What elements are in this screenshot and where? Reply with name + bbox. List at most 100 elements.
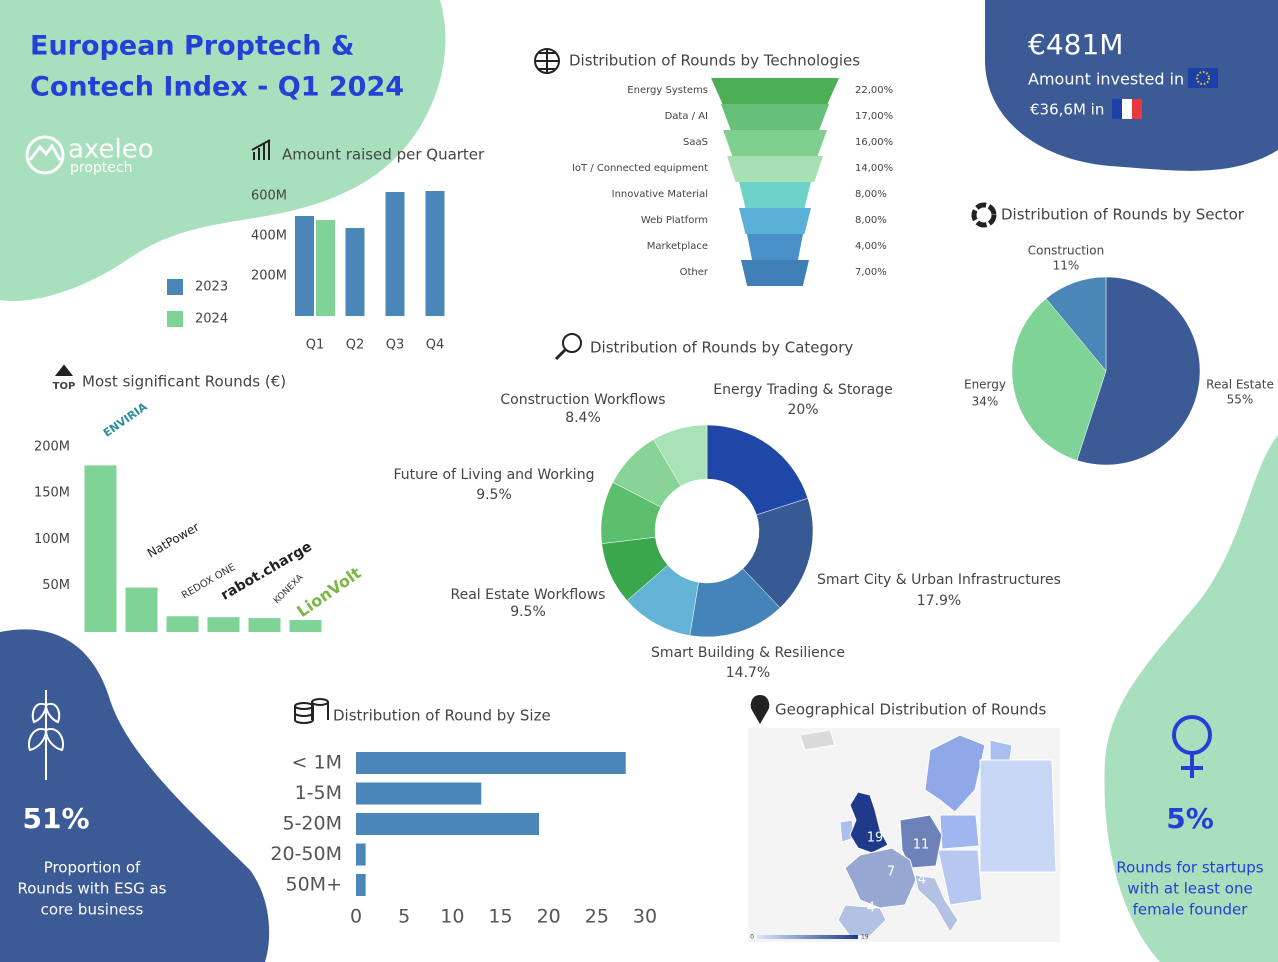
y-tick-label: < 1M: [292, 752, 342, 774]
bar: [84, 465, 117, 632]
bar: [356, 813, 540, 835]
kpi-value: €481M: [1028, 28, 1123, 61]
y-tick-label: 200M: [251, 269, 287, 284]
category-logo: NatPower: [145, 520, 202, 561]
value-label: 4,00%: [855, 241, 887, 252]
map-country: [844, 847, 917, 909]
eu-flag: [1188, 68, 1218, 88]
value-label: 9.5%: [510, 604, 546, 620]
chart-title: Most significant Rounds (€): [82, 373, 286, 391]
bar: [356, 782, 482, 805]
logo-sub: proptech: [70, 160, 132, 176]
bar: [356, 752, 626, 774]
value-label: 14.7%: [726, 665, 770, 681]
value-label: 22,00%: [855, 85, 893, 96]
x-tick-label: 15: [488, 906, 512, 928]
fr-flag: [1112, 99, 1142, 119]
icon: [294, 702, 314, 710]
bar: [356, 874, 366, 896]
value-label: 8.4%: [565, 410, 601, 426]
kpi-caption: Proportion of: [44, 859, 141, 877]
x-tick-label: 25: [585, 906, 609, 928]
kpi-caption: female founder: [1133, 901, 1249, 919]
bar: [125, 587, 158, 632]
y-tick-label: 200M: [34, 439, 70, 454]
icon: [535, 49, 559, 73]
flag: [1132, 99, 1142, 119]
icon: [28, 702, 64, 752]
flag: [1188, 68, 1218, 88]
x-tick-label: 0: [350, 906, 362, 928]
slice: [1045, 276, 1107, 372]
category-label: Other: [680, 267, 709, 278]
x-tick-label: 5: [398, 906, 410, 928]
icon: [311, 698, 329, 706]
map-region: [924, 734, 986, 813]
kpi-value: 5%: [1166, 802, 1214, 835]
x-tick-label: 20: [537, 906, 561, 928]
icon: [971, 202, 997, 228]
map-region: [979, 759, 1057, 873]
bar: [345, 228, 365, 316]
flag: [1122, 99, 1132, 119]
value-label: 11%: [1053, 259, 1080, 273]
icon: [554, 348, 567, 361]
y-tick-label: 100M: [34, 532, 70, 547]
slice-label: Construction Workflows: [500, 392, 665, 408]
title-icons: [54, 48, 997, 724]
bar: [316, 220, 335, 316]
funnel-segment: [721, 104, 829, 130]
map-region: [799, 729, 836, 751]
x-tick-label: Q1: [306, 338, 325, 353]
blob: [0, 0, 446, 302]
y-tick-label: 150M: [34, 486, 70, 501]
category-label: IoT / Connected equipment: [572, 163, 708, 174]
category-label: Energy Systems: [627, 85, 708, 96]
funnel-segment: [739, 182, 811, 208]
map-value: 4: [918, 873, 926, 888]
bar: [289, 619, 322, 632]
y-tick-label: 50M+: [286, 874, 343, 896]
category-label: Innovative Material: [612, 189, 708, 200]
bar: [207, 617, 240, 632]
funnel-segment: [723, 130, 827, 156]
category-label: SaaS: [683, 137, 708, 148]
female-icon: [1172, 715, 1212, 778]
icon: [750, 694, 770, 724]
icon: [251, 139, 271, 160]
funnel-segment: [711, 78, 839, 104]
map-country: [837, 904, 887, 937]
y-tick-label: 400M: [251, 229, 287, 244]
slice-label: Future of Living and Working: [394, 467, 595, 483]
bar: [166, 616, 199, 632]
map-value: 19: [867, 831, 884, 846]
flag-stars: [1196, 71, 1210, 85]
map-value: 4: [867, 901, 875, 916]
bar: [356, 843, 366, 866]
value-label: 17,00%: [855, 111, 893, 122]
category-label: Web Platform: [641, 215, 708, 226]
bar: [425, 191, 445, 316]
colorbar-label: 0: [750, 934, 754, 941]
slice: [706, 424, 809, 516]
category-logo: ENVIRIA: [101, 400, 150, 440]
kpi-caption: Amount invested in: [1028, 70, 1184, 89]
value-label: 8,00%: [855, 215, 887, 226]
legend-swatch: [167, 311, 183, 327]
x-tick-label: Q3: [386, 338, 405, 353]
page-title: Contech Index - Q1 2024: [30, 72, 404, 103]
slice-label: Real Estate Workflows: [451, 587, 606, 603]
value-label: 16,00%: [855, 137, 893, 148]
icon: [1181, 753, 1203, 778]
legend-swatch: [167, 279, 183, 295]
kpi-caption: Rounds for startups: [1116, 859, 1263, 877]
colorbar-label: 19: [861, 934, 869, 941]
map-region: [937, 849, 983, 906]
category-label: Data / AI: [665, 111, 708, 122]
slice-label: Smart City & Urban Infrastructures: [817, 572, 1061, 588]
bar: [248, 618, 281, 632]
value-label: 8,00%: [855, 189, 887, 200]
value-label: 7,00%: [855, 267, 887, 278]
bar: [385, 192, 405, 316]
kpi-caption: €36,6M in: [1030, 101, 1104, 119]
